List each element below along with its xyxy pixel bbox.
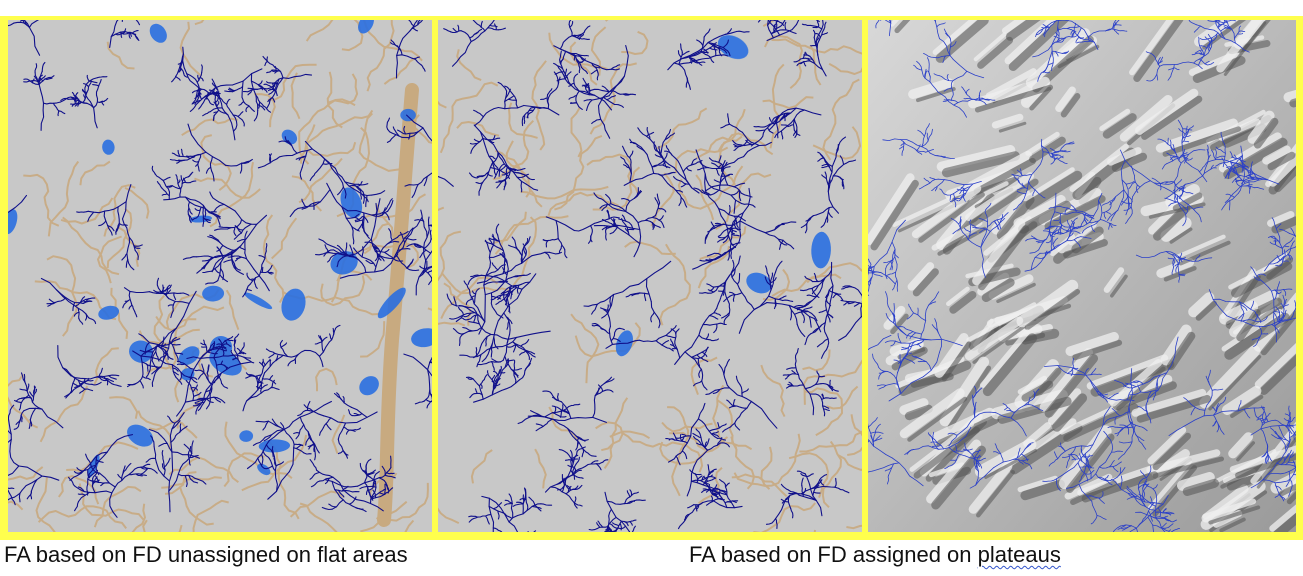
drainage-network xyxy=(8,20,432,518)
assigned-flow-accumulation-map xyxy=(438,20,862,532)
map-background xyxy=(8,20,432,532)
drainage-network xyxy=(438,20,862,532)
map-panel-frame xyxy=(0,16,1303,540)
right-caption-underlined-word: plateaus xyxy=(977,542,1061,567)
unassigned-flow-accumulation-map xyxy=(8,20,432,532)
flat-areas xyxy=(8,20,432,478)
left-caption: FA based on FD unassigned on flat areas xyxy=(4,542,408,567)
right-caption-text: FA based on FD assigned on xyxy=(689,542,978,567)
drainage-network xyxy=(868,20,1296,532)
right-caption: FA based on FD assigned on plateaus xyxy=(689,542,1061,568)
hillshade-flow-accumulation-map xyxy=(868,20,1296,532)
